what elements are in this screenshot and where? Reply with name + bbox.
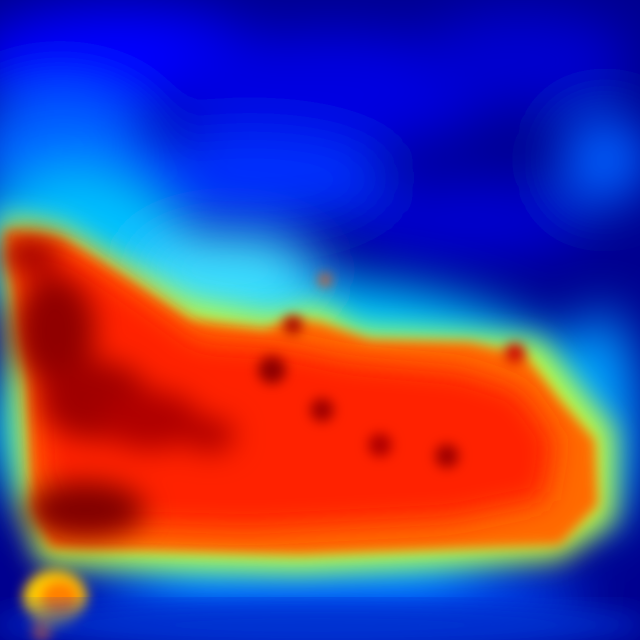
hot-spots: [258, 274, 525, 468]
dark-red-patches: [0, 237, 235, 538]
red-core: [15, 240, 555, 530]
bottom-strip: [0, 605, 640, 640]
upper-cloud-layer: [0, 5, 640, 260]
